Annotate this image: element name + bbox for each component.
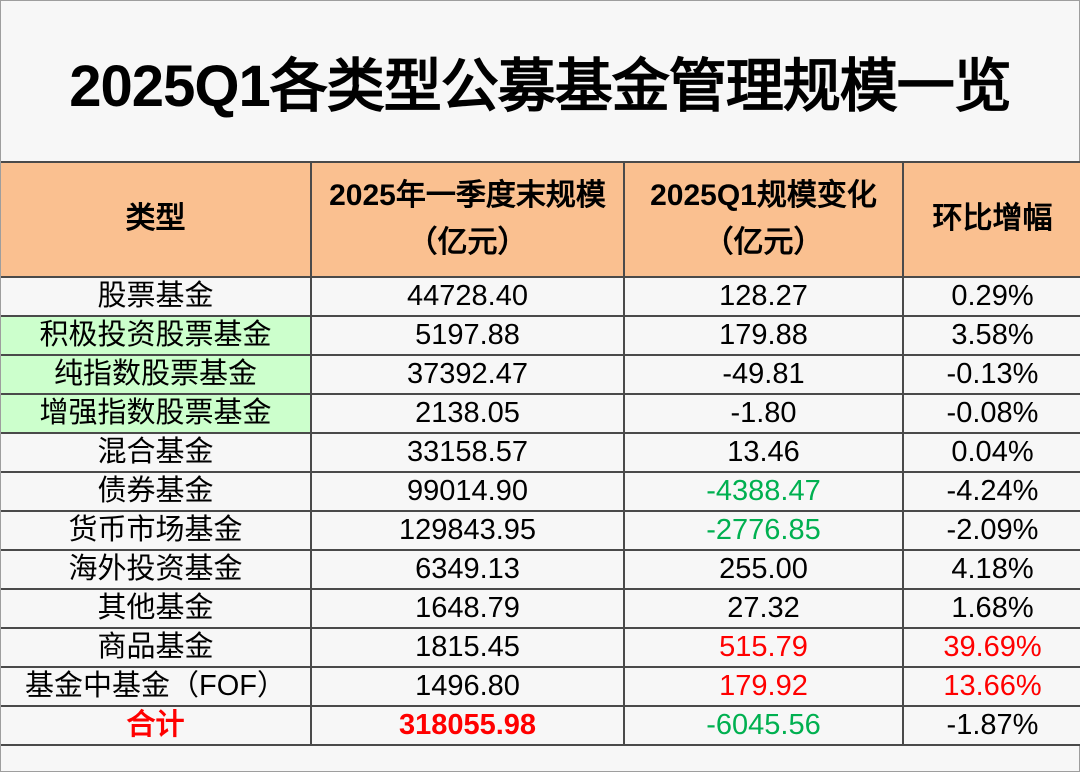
col-header-scale-change: 2025Q1规模变化 （亿元） (623, 161, 904, 278)
qoq-growth-cell: -0.13% (902, 354, 1080, 395)
fund-type-cell: 混合基金 (1, 432, 312, 473)
table-row: 合计 318055.98 -6045.56 -1.87% (1, 705, 1080, 746)
fund-type-cell: 合计 (1, 705, 312, 746)
quarter-end-scale-cell: 1648.79 (310, 588, 625, 629)
table-row: 其他基金 1648.79 27.32 1.68% (1, 588, 1080, 629)
col-header-growth-line1: 环比增幅 (932, 202, 1053, 236)
fund-type-cell: 纯指数股票基金 (1, 354, 312, 395)
quarter-end-scale-cell: 99014.90 (310, 471, 625, 512)
table-row: 债券基金 99014.90 -4388.47 -4.24% (1, 471, 1080, 512)
scale-change-cell: -2776.85 (623, 510, 904, 551)
fund-type-cell: 股票基金 (1, 276, 312, 317)
qoq-growth-cell: -2.09% (902, 510, 1080, 551)
qoq-growth-cell: -0.08% (902, 393, 1080, 434)
fund-type-cell: 债券基金 (1, 471, 312, 512)
title-bar: 2025Q1各类型公募基金管理规模一览 (1, 1, 1079, 161)
quarter-end-scale-cell: 33158.57 (310, 432, 625, 473)
col-header-change-line2: （亿元） (703, 225, 824, 259)
table-header-row: 类型 2025年一季度末规模 （亿元） 2025Q1规模变化 （亿元） 环比增幅 (1, 161, 1080, 278)
table-row: 混合基金 33158.57 13.46 0.04% (1, 432, 1080, 473)
fund-type-cell: 积极投资股票基金 (1, 315, 312, 356)
scale-change-cell: 27.32 (623, 588, 904, 629)
scale-change-cell: 515.79 (623, 627, 904, 668)
quarter-end-scale-cell: 129843.95 (310, 510, 625, 551)
col-header-type: 类型 (1, 161, 312, 278)
quarter-end-scale-cell: 1496.80 (310, 666, 625, 707)
qoq-growth-cell: 39.69% (902, 627, 1080, 668)
scale-change-cell: 128.27 (623, 276, 904, 317)
scale-change-cell: -4388.47 (623, 471, 904, 512)
scale-change-cell: -6045.56 (623, 705, 904, 746)
qoq-growth-cell: 4.18% (902, 549, 1080, 590)
qoq-growth-cell: 3.58% (902, 315, 1080, 356)
scale-change-cell: -1.80 (623, 393, 904, 434)
fund-type-cell: 海外投资基金 (1, 549, 312, 590)
scale-change-cell: 255.00 (623, 549, 904, 590)
qoq-growth-cell: 13.66% (902, 666, 1080, 707)
qoq-growth-cell: 0.04% (902, 432, 1080, 473)
fund-scale-table: 类型 2025年一季度末规模 （亿元） 2025Q1规模变化 （亿元） 环比增幅 股… (1, 161, 1080, 746)
col-header-type-line1: 类型 (125, 202, 186, 236)
fund-type-cell: 增强指数股票基金 (1, 393, 312, 434)
qoq-growth-cell: 0.29% (902, 276, 1080, 317)
qoq-growth-cell: 1.68% (902, 588, 1080, 629)
col-header-change-line1: 2025Q1规模变化 (650, 179, 877, 212)
table-row: 积极投资股票基金 5197.88 179.88 3.58% (1, 315, 1080, 356)
fund-type-cell: 商品基金 (1, 627, 312, 668)
qoq-growth-cell: -1.87% (902, 705, 1080, 746)
scale-change-cell: 179.88 (623, 315, 904, 356)
scale-change-cell: 179.92 (623, 666, 904, 707)
scale-change-cell: 13.46 (623, 432, 904, 473)
table-row: 商品基金 1815.45 515.79 39.69% (1, 627, 1080, 668)
quarter-end-scale-cell: 5197.88 (310, 315, 625, 356)
fund-table-body: 股票基金 44728.40 128.27 0.29% 积极投资股票基金 5197.88 17… (1, 276, 1080, 746)
col-header-scale-line1: 2025年一季度末规模 (329, 179, 606, 212)
table-row: 纯指数股票基金 37392.47 -49.81 -0.13% (1, 354, 1080, 395)
col-header-quarter-end-scale: 2025年一季度末规模 （亿元） (310, 161, 625, 278)
quarter-end-scale-cell: 6349.13 (310, 549, 625, 590)
fund-type-cell: 基金中基金（FOF） (1, 666, 312, 707)
table-row: 海外投资基金 6349.13 255.00 4.18% (1, 549, 1080, 590)
table-row: 基金中基金（FOF） 1496.80 179.92 13.66% (1, 666, 1080, 707)
page-title: 2025Q1各类型公募基金管理规模一览 (69, 54, 1011, 119)
quarter-end-scale-cell: 2138.05 (310, 393, 625, 434)
quarter-end-scale-cell: 318055.98 (310, 705, 625, 746)
table-row: 货币市场基金 129843.95 -2776.85 -2.09% (1, 510, 1080, 551)
qoq-growth-cell: -4.24% (902, 471, 1080, 512)
quarter-end-scale-cell: 37392.47 (310, 354, 625, 395)
table-row: 增强指数股票基金 2138.05 -1.80 -0.08% (1, 393, 1080, 434)
scale-change-cell: -49.81 (623, 354, 904, 395)
quarter-end-scale-cell: 44728.40 (310, 276, 625, 317)
col-header-qoq-growth: 环比增幅 (902, 161, 1080, 278)
table-row: 股票基金 44728.40 128.27 0.29% (1, 276, 1080, 317)
fund-type-cell: 其他基金 (1, 588, 312, 629)
col-header-scale-line2: （亿元） (407, 225, 528, 259)
quarter-end-scale-cell: 1815.45 (310, 627, 625, 668)
fund-type-cell: 货币市场基金 (1, 510, 312, 551)
